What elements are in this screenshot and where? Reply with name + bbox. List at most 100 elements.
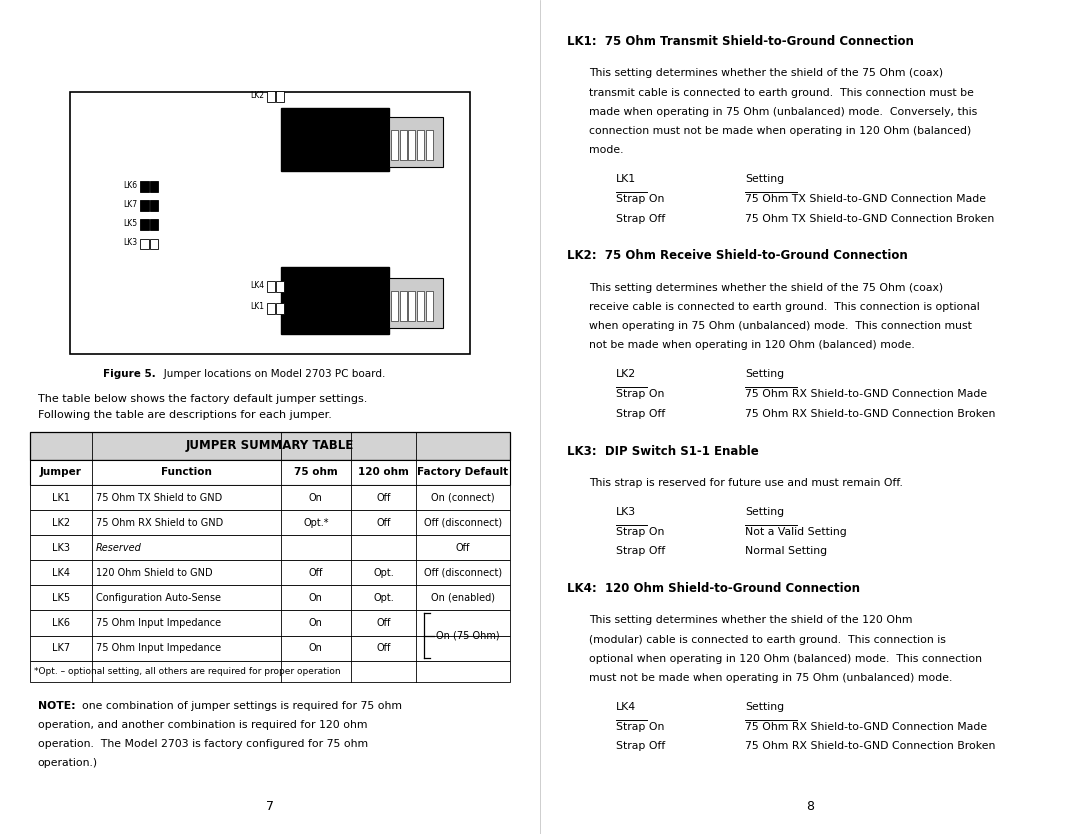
- Text: On: On: [309, 493, 323, 503]
- Bar: [150, 219, 158, 230]
- Bar: [30, 460, 510, 485]
- Text: This strap is reserved for future use and must remain Off.: This strap is reserved for future use an…: [589, 478, 903, 488]
- Text: 75 Ohm RX Shield-to-GND Connection Made: 75 Ohm RX Shield-to-GND Connection Made: [745, 389, 987, 399]
- Text: Configuration Auto-Sense: Configuration Auto-Sense: [96, 593, 221, 603]
- Bar: [140, 219, 149, 230]
- Text: NOTE:: NOTE:: [38, 701, 76, 711]
- Text: LK1: LK1: [251, 303, 265, 311]
- Text: LK3: LK3: [616, 507, 636, 517]
- Bar: [150, 239, 158, 249]
- Bar: [391, 291, 397, 321]
- Text: 120 Ohm Shield to GND: 120 Ohm Shield to GND: [96, 568, 213, 578]
- Text: not be made when operating in 120 Ohm (balanced) mode.: not be made when operating in 120 Ohm (b…: [589, 340, 915, 350]
- Text: LK5: LK5: [52, 593, 70, 603]
- Text: LK6: LK6: [52, 618, 70, 628]
- Text: Not a Valid Setting: Not a Valid Setting: [745, 527, 847, 537]
- Text: 75 Ohm RX Shield to GND: 75 Ohm RX Shield to GND: [96, 518, 224, 528]
- Text: JUMPER SUMMARY TABLE: JUMPER SUMMARY TABLE: [186, 440, 354, 452]
- Text: Strap On: Strap On: [616, 722, 664, 732]
- Text: connection must not be made when operating in 120 Ohm (balanced): connection must not be made when operati…: [589, 126, 971, 136]
- Text: made when operating in 75 Ohm (unbalanced) mode.  Conversely, this: made when operating in 75 Ohm (unbalance…: [589, 107, 976, 117]
- Bar: [276, 303, 284, 314]
- Text: Normal Setting: Normal Setting: [745, 546, 827, 556]
- Bar: [276, 281, 284, 292]
- Text: transmit cable is connected to earth ground.  This connection must be: transmit cable is connected to earth gro…: [589, 88, 973, 98]
- Text: Off: Off: [376, 643, 391, 653]
- Bar: [150, 200, 158, 211]
- Bar: [417, 130, 423, 160]
- Text: LK7: LK7: [123, 200, 138, 208]
- Bar: [30, 610, 510, 636]
- Text: Reserved: Reserved: [96, 543, 141, 553]
- Bar: [30, 485, 510, 510]
- Text: Off: Off: [456, 543, 470, 553]
- Bar: [417, 291, 423, 321]
- Text: Strap On: Strap On: [616, 194, 664, 204]
- Bar: [400, 291, 406, 321]
- Bar: [30, 432, 510, 460]
- Bar: [408, 130, 415, 160]
- Bar: [276, 91, 284, 102]
- Text: Strap Off: Strap Off: [616, 741, 665, 751]
- Text: Strap On: Strap On: [616, 389, 664, 399]
- Bar: [30, 636, 510, 661]
- Text: On: On: [309, 593, 323, 603]
- Text: 75 Ohm RX Shield-to-GND Connection Broken: 75 Ohm RX Shield-to-GND Connection Broke…: [745, 741, 996, 751]
- Text: Setting: Setting: [745, 507, 784, 517]
- Text: must not be made when operating in 75 Ohm (unbalanced) mode.: must not be made when operating in 75 Oh…: [589, 673, 951, 683]
- Text: receive cable is connected to earth ground.  This connection is optional: receive cable is connected to earth grou…: [589, 302, 980, 312]
- Bar: [140, 239, 149, 249]
- Text: Figure 5.: Figure 5.: [103, 369, 156, 379]
- Bar: [426, 130, 432, 160]
- Text: LK1: LK1: [52, 493, 70, 503]
- Text: On (75 Ohm): On (75 Ohm): [436, 631, 500, 641]
- Text: On: On: [309, 618, 323, 628]
- Text: Strap Off: Strap Off: [616, 546, 665, 556]
- Text: The table below shows the factory default jumper settings.: The table below shows the factory defaul…: [38, 394, 367, 404]
- Text: 75 Ohm TX Shield-to-GND Connection Broken: 75 Ohm TX Shield-to-GND Connection Broke…: [745, 214, 995, 224]
- Bar: [389, 278, 443, 328]
- Text: Off: Off: [309, 568, 323, 578]
- Text: operation.  The Model 2703 is factory configured for 75 ohm: operation. The Model 2703 is factory con…: [38, 739, 368, 749]
- Text: Setting: Setting: [745, 702, 784, 712]
- Bar: [70, 92, 470, 354]
- Text: Strap On: Strap On: [616, 527, 664, 537]
- Text: On (connect): On (connect): [431, 493, 495, 503]
- Text: LK5: LK5: [123, 219, 138, 228]
- Bar: [30, 560, 510, 585]
- Text: LK4: LK4: [251, 281, 265, 289]
- Text: Function: Function: [161, 468, 212, 477]
- Bar: [400, 130, 406, 160]
- Text: optional when operating in 120 Ohm (balanced) mode.  This connection: optional when operating in 120 Ohm (bala…: [589, 654, 982, 664]
- Text: Off: Off: [376, 518, 391, 528]
- Text: *Opt. – optional setting, all others are required for proper operation: *Opt. – optional setting, all others are…: [35, 667, 340, 676]
- Text: Opt.: Opt.: [373, 568, 394, 578]
- Text: Jumper: Jumper: [40, 468, 82, 477]
- Text: This setting determines whether the shield of the 120 Ohm: This setting determines whether the shie…: [589, 615, 913, 626]
- Text: when operating in 75 Ohm (unbalanced) mode.  This connection must: when operating in 75 Ohm (unbalanced) mo…: [589, 321, 972, 331]
- Text: LK2: LK2: [616, 369, 636, 379]
- Text: LK4:  120 Ohm Shield-to-Ground Connection: LK4: 120 Ohm Shield-to-Ground Connection: [567, 582, 860, 595]
- Text: 75 Ohm Input Impedance: 75 Ohm Input Impedance: [96, 643, 221, 653]
- Text: 75 Ohm TX Shield to GND: 75 Ohm TX Shield to GND: [96, 493, 222, 503]
- Text: LK6: LK6: [123, 181, 138, 189]
- Bar: [30, 510, 510, 535]
- Text: LK2: LK2: [52, 518, 70, 528]
- Bar: [30, 585, 510, 610]
- Text: LK4: LK4: [52, 568, 70, 578]
- Text: Jumper locations on Model 2703 PC board.: Jumper locations on Model 2703 PC board.: [154, 369, 386, 379]
- Text: (modular) cable is connected to earth ground.  This connection is: (modular) cable is connected to earth gr…: [589, 635, 945, 645]
- Text: LK3: LK3: [123, 239, 138, 247]
- Bar: [268, 91, 274, 102]
- Text: 75 Ohm RX Shield-to-GND Connection Broken: 75 Ohm RX Shield-to-GND Connection Broke…: [745, 409, 996, 419]
- Text: mode.: mode.: [589, 145, 623, 155]
- Text: 120 ohm: 120 ohm: [357, 468, 409, 477]
- Bar: [150, 181, 158, 192]
- Text: LK2: LK2: [251, 92, 265, 100]
- Text: Strap Off: Strap Off: [616, 409, 665, 419]
- Text: 75 Ohm RX Shield-to-GND Connection Made: 75 Ohm RX Shield-to-GND Connection Made: [745, 722, 987, 732]
- Bar: [140, 200, 149, 211]
- Bar: [426, 291, 432, 321]
- Text: On (enabled): On (enabled): [431, 593, 495, 603]
- Text: Opt.*: Opt.*: [303, 518, 328, 528]
